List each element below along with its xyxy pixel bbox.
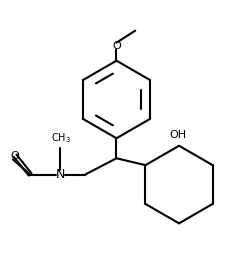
Text: O: O bbox=[112, 41, 120, 51]
Text: N: N bbox=[55, 168, 65, 181]
Text: CH$_3$: CH$_3$ bbox=[51, 131, 71, 144]
Text: OH: OH bbox=[169, 129, 186, 140]
Text: O: O bbox=[11, 151, 19, 161]
